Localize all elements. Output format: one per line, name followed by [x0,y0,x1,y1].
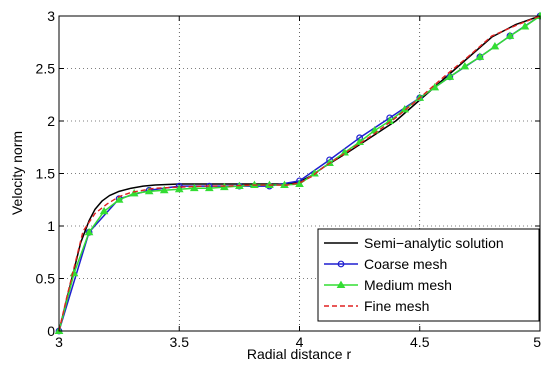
legend-label: Coarse mesh [364,256,447,272]
legend-label: Fine mesh [364,298,429,314]
x-tick-label: 4.5 [410,334,430,350]
y-tick-label: 0 [47,323,55,339]
x-tick-label: 3.5 [170,334,190,350]
x-tick-label: 5 [533,334,541,350]
y-axis-label: Velocity norm [9,131,25,215]
legend-label: Semi−analytic solution [364,235,504,251]
y-tick-label: 2 [47,113,55,129]
legend-label: Medium mesh [364,277,452,293]
x-axis-label: Radial distance r [247,346,352,362]
y-tick-label: 2.5 [36,61,56,77]
y-tick-label: 1 [47,218,55,234]
x-tick-label: 3 [55,334,63,350]
legend: Semi−analytic solution Coarse mesh Medium … [318,229,539,321]
y-tick-label: 3 [47,8,55,24]
y-tick-label: 0.5 [36,271,56,287]
y-tick-label: 1.5 [36,166,56,182]
